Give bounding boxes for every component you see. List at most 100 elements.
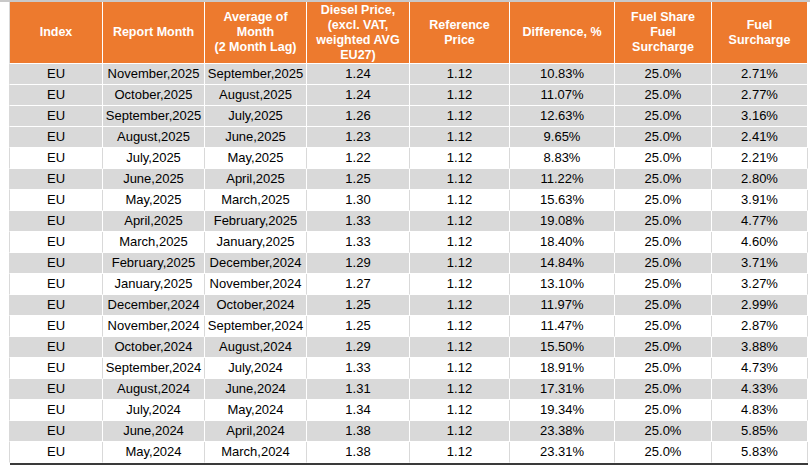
cell-diesel-price[interactable]: 1.38: [307, 442, 410, 463]
cell-fuel-share[interactable]: 25.0%: [615, 442, 712, 463]
cell-diesel-price[interactable]: 1.30: [307, 190, 410, 211]
cell-difference[interactable]: 19.34%: [510, 400, 615, 421]
cell-report-month[interactable]: April,2025: [103, 211, 205, 232]
cell-average-month[interactable]: July,2025: [205, 106, 307, 127]
cell-average-month[interactable]: August,2025: [205, 85, 307, 106]
cell-index[interactable]: EU: [10, 358, 103, 379]
cell-report-month[interactable]: November,2024: [103, 316, 205, 337]
cell-difference[interactable]: 13.10%: [510, 274, 615, 295]
cell-reference-price[interactable]: 1.12: [410, 421, 510, 442]
cell-difference[interactable]: 18.91%: [510, 358, 615, 379]
cell-fuel-share[interactable]: 25.0%: [615, 64, 712, 85]
cell-fuel-surcharge[interactable]: 2.71%: [712, 64, 808, 85]
cell-report-month[interactable]: January,2025: [103, 274, 205, 295]
cell-reference-price[interactable]: 1.12: [410, 64, 510, 85]
cell-reference-price[interactable]: 1.12: [410, 85, 510, 106]
cell-fuel-surcharge[interactable]: 4.77%: [712, 211, 808, 232]
cell-average-month[interactable]: March,2024: [205, 442, 307, 463]
cell-report-month[interactable]: October,2025: [103, 85, 205, 106]
cell-average-month[interactable]: April,2024: [205, 421, 307, 442]
cell-report-month[interactable]: June,2025: [103, 169, 205, 190]
cell-index[interactable]: EU: [10, 106, 103, 127]
cell-average-month[interactable]: October,2024: [205, 295, 307, 316]
cell-diesel-price[interactable]: 1.38: [307, 421, 410, 442]
cell-fuel-share[interactable]: 25.0%: [615, 400, 712, 421]
cell-index[interactable]: EU: [10, 274, 103, 295]
cell-difference[interactable]: 14.84%: [510, 253, 615, 274]
cell-report-month[interactable]: August,2025: [103, 127, 205, 148]
cell-reference-price[interactable]: 1.12: [410, 106, 510, 127]
cell-diesel-price[interactable]: 1.33: [307, 211, 410, 232]
cell-index[interactable]: EU: [10, 64, 103, 85]
cell-fuel-surcharge[interactable]: 4.33%: [712, 379, 808, 400]
header-average-month[interactable]: Average of Month (2 Month Lag): [205, 2, 307, 64]
cell-difference[interactable]: 15.50%: [510, 337, 615, 358]
cell-average-month[interactable]: March,2025: [205, 190, 307, 211]
cell-diesel-price[interactable]: 1.25: [307, 295, 410, 316]
cell-fuel-surcharge[interactable]: 2.80%: [712, 169, 808, 190]
cell-difference[interactable]: 18.40%: [510, 232, 615, 253]
cell-fuel-share[interactable]: 25.0%: [615, 169, 712, 190]
header-report-month[interactable]: Report Month: [103, 2, 205, 64]
cell-fuel-surcharge[interactable]: 3.88%: [712, 337, 808, 358]
cell-difference[interactable]: 8.83%: [510, 148, 615, 169]
cell-report-month[interactable]: May,2025: [103, 190, 205, 211]
cell-index[interactable]: EU: [10, 169, 103, 190]
cell-difference[interactable]: 23.38%: [510, 421, 615, 442]
cell-index[interactable]: EU: [10, 379, 103, 400]
cell-difference[interactable]: 23.31%: [510, 442, 615, 463]
cell-difference[interactable]: 12.63%: [510, 106, 615, 127]
cell-difference[interactable]: 10.83%: [510, 64, 615, 85]
cell-average-month[interactable]: August,2024: [205, 337, 307, 358]
cell-diesel-price[interactable]: 1.25: [307, 316, 410, 337]
cell-diesel-price[interactable]: 1.26: [307, 106, 410, 127]
cell-reference-price[interactable]: 1.12: [410, 358, 510, 379]
cell-index[interactable]: EU: [10, 85, 103, 106]
cell-fuel-surcharge[interactable]: 5.85%: [712, 421, 808, 442]
cell-reference-price[interactable]: 1.12: [410, 400, 510, 421]
cell-fuel-surcharge[interactable]: 2.87%: [712, 316, 808, 337]
cell-average-month[interactable]: July,2024: [205, 358, 307, 379]
cell-fuel-surcharge[interactable]: 3.16%: [712, 106, 808, 127]
cell-fuel-surcharge[interactable]: 3.27%: [712, 274, 808, 295]
cell-difference[interactable]: 11.97%: [510, 295, 615, 316]
cell-average-month[interactable]: May,2025: [205, 148, 307, 169]
cell-fuel-share[interactable]: 25.0%: [615, 253, 712, 274]
cell-fuel-share[interactable]: 25.0%: [615, 190, 712, 211]
cell-reference-price[interactable]: 1.12: [410, 127, 510, 148]
cell-difference[interactable]: 19.08%: [510, 211, 615, 232]
cell-reference-price[interactable]: 1.12: [410, 169, 510, 190]
cell-reference-price[interactable]: 1.12: [410, 337, 510, 358]
cell-report-month[interactable]: September,2024: [103, 358, 205, 379]
cell-index[interactable]: EU: [10, 127, 103, 148]
cell-fuel-share[interactable]: 25.0%: [615, 358, 712, 379]
cell-fuel-share[interactable]: 25.0%: [615, 337, 712, 358]
cell-average-month[interactable]: January,2025: [205, 232, 307, 253]
cell-report-month[interactable]: July,2025: [103, 148, 205, 169]
cell-difference[interactable]: 15.63%: [510, 190, 615, 211]
cell-reference-price[interactable]: 1.12: [410, 295, 510, 316]
cell-fuel-share[interactable]: 25.0%: [615, 127, 712, 148]
cell-average-month[interactable]: December,2024: [205, 253, 307, 274]
cell-diesel-price[interactable]: 1.27: [307, 274, 410, 295]
cell-index[interactable]: EU: [10, 295, 103, 316]
cell-fuel-surcharge[interactable]: 3.71%: [712, 253, 808, 274]
cell-index[interactable]: EU: [10, 232, 103, 253]
cell-difference[interactable]: 17.31%: [510, 379, 615, 400]
cell-fuel-surcharge[interactable]: 2.77%: [712, 85, 808, 106]
cell-diesel-price[interactable]: 1.24: [307, 64, 410, 85]
cell-index[interactable]: EU: [10, 211, 103, 232]
cell-average-month[interactable]: May,2024: [205, 400, 307, 421]
header-reference-price[interactable]: Reference Price: [410, 2, 510, 64]
cell-index[interactable]: EU: [10, 148, 103, 169]
cell-diesel-price[interactable]: 1.22: [307, 148, 410, 169]
cell-fuel-surcharge[interactable]: 4.83%: [712, 400, 808, 421]
cell-diesel-price[interactable]: 1.24: [307, 85, 410, 106]
cell-fuel-surcharge[interactable]: 4.73%: [712, 358, 808, 379]
cell-report-month[interactable]: February,2025: [103, 253, 205, 274]
cell-index[interactable]: EU: [10, 442, 103, 463]
cell-fuel-surcharge[interactable]: 2.21%: [712, 148, 808, 169]
cell-report-month[interactable]: September,2025: [103, 106, 205, 127]
cell-diesel-price[interactable]: 1.31: [307, 379, 410, 400]
cell-index[interactable]: EU: [10, 400, 103, 421]
